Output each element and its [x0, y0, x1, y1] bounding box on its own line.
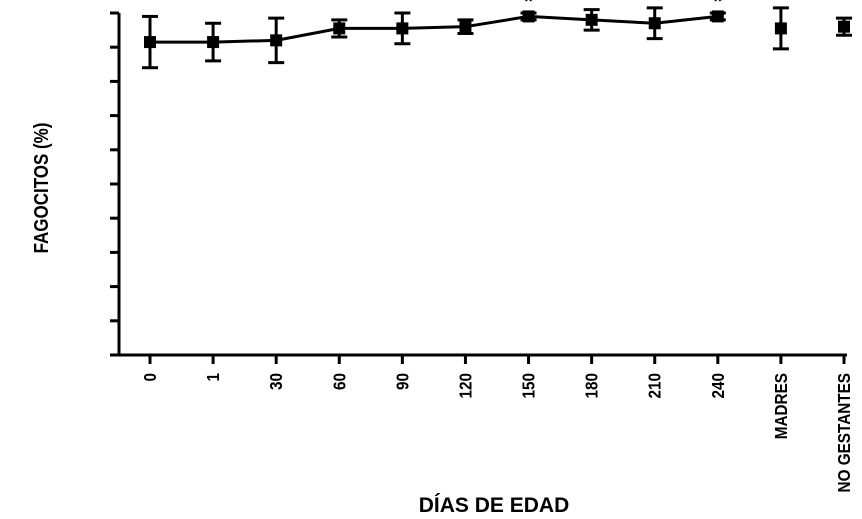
x-tick-label: MADRES [771, 373, 791, 439]
data-point [711, 10, 724, 23]
data-point [396, 22, 409, 35]
x-tick-label: 240 [708, 373, 728, 399]
data-point [270, 34, 283, 47]
data-point [144, 36, 156, 49]
annotations: * * [524, 0, 723, 15]
data-point [774, 22, 787, 35]
x-tick-label: 1 [203, 373, 223, 382]
data-point [648, 17, 661, 30]
x-tick-label: 120 [455, 373, 475, 399]
x-tick-label: 30 [266, 373, 286, 390]
x-tick-label: NO GESTANTES [834, 373, 854, 492]
x-tick-label: 60 [329, 373, 349, 390]
y-axis-label: FAGOCITOS (%) [30, 123, 53, 254]
x-tick-label: 150 [518, 373, 538, 399]
data-point [459, 20, 472, 33]
y-axis [110, 11, 121, 357]
x-axis: 0 1 30 60 90 120 150 180 210 240 MADRES NO GESTANTE… [119, 353, 854, 492]
x-tick-label: 180 [581, 373, 601, 399]
x-axis-label: DÍAS DE EDAD [419, 494, 570, 517]
data-point [333, 22, 346, 35]
plot-area [142, 6, 852, 70]
x-tick-label: 210 [645, 373, 665, 399]
significance-asterisk: * [524, 0, 534, 15]
data-point [838, 20, 850, 33]
significance-asterisk: * [713, 0, 723, 15]
data-point [207, 36, 220, 49]
data-point [585, 13, 598, 26]
x-tick-label: 0 [140, 373, 160, 382]
data-point [522, 10, 535, 23]
x-tick-label: 90 [392, 373, 412, 390]
series-line [150, 14, 718, 44]
